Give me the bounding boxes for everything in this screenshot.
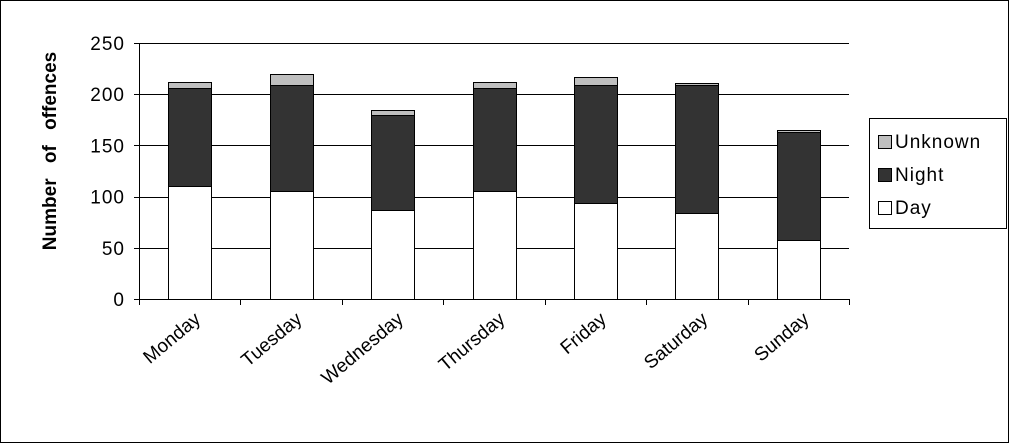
legend-label-night: Night xyxy=(895,165,944,186)
y-tick-labels: 0 50 100 150 200 250 xyxy=(90,34,125,311)
bar-monday-night xyxy=(168,88,212,187)
bar-thursday-night xyxy=(473,88,517,192)
x-tick-labels: Monday Tuesday Wednesday Thursday Friday Satu… xyxy=(140,308,814,389)
y-axis-title: Number of offences xyxy=(40,52,61,250)
x-tick-label-friday: Friday xyxy=(557,308,611,358)
bar-tuesday-night xyxy=(270,85,314,192)
bar-monday-day xyxy=(168,186,212,300)
legend-label-day: Day xyxy=(895,198,932,219)
bar-saturday-night xyxy=(675,85,719,214)
y-tick-label-50: 50 xyxy=(102,239,125,260)
bar-sunday-night xyxy=(777,132,821,241)
legend-swatch-day xyxy=(878,201,892,215)
bar-thursday-unknown xyxy=(473,82,517,89)
y-tick-label-150: 150 xyxy=(90,136,125,157)
bar-sunday-day xyxy=(777,240,821,300)
bar-sunday-unknown xyxy=(777,130,821,133)
bar-wednesday-unknown xyxy=(371,110,415,116)
legend-label-unknown: Unknown xyxy=(895,132,981,153)
bar-monday-unknown xyxy=(168,82,212,89)
bar-tuesday-unknown xyxy=(270,74,314,86)
y-tick-label-100: 100 xyxy=(90,188,125,209)
x-tick-label-sunday: Sunday xyxy=(751,308,814,366)
bar-thursday-day xyxy=(473,191,517,300)
bar-wednesday-night xyxy=(371,115,415,211)
bar-friday-day xyxy=(574,203,618,300)
y-tick-label-0: 0 xyxy=(113,290,125,311)
bar-tuesday-day xyxy=(270,191,314,300)
bars xyxy=(168,74,821,300)
bar-friday-night xyxy=(574,85,618,204)
x-tick-label-thursday: Thursday xyxy=(435,308,510,375)
x-tick-label-wednesday: Wednesday xyxy=(318,308,408,389)
x-tick-label-monday: Monday xyxy=(140,308,206,368)
legend: Unknown Night Day xyxy=(869,118,1007,229)
y-tick-label-250: 250 xyxy=(90,34,125,55)
x-tick-label-tuesday: Tuesday xyxy=(238,308,307,371)
legend-box xyxy=(869,118,1007,229)
axes xyxy=(134,43,850,305)
x-tick-label-saturday: Saturday xyxy=(640,308,712,373)
bar-friday-unknown xyxy=(574,77,618,86)
legend-swatch-night xyxy=(878,168,892,182)
bar-saturday-day xyxy=(675,213,719,300)
legend-swatch-unknown xyxy=(878,135,892,149)
bar-wednesday-day xyxy=(371,210,415,300)
bar-saturday-unknown xyxy=(675,83,719,86)
y-tick-label-200: 200 xyxy=(90,85,125,106)
